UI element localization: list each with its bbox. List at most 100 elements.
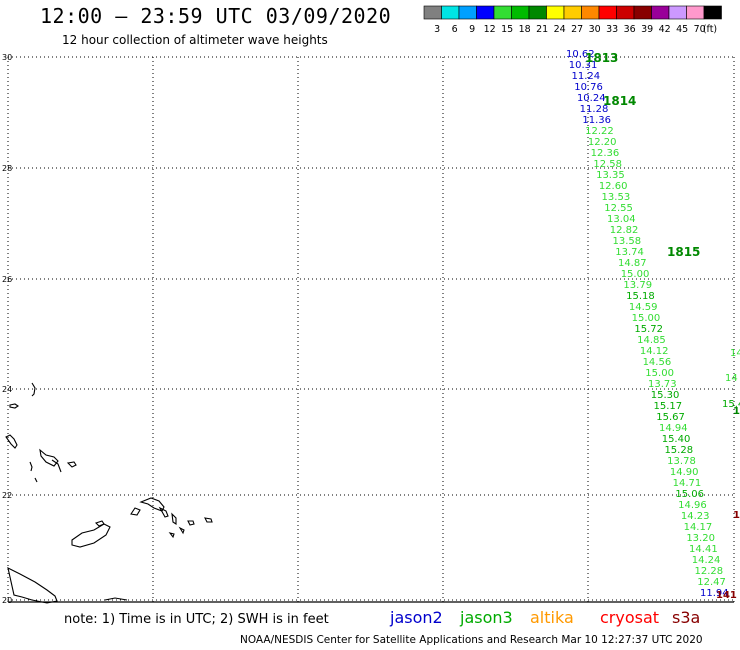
- coastline: [39, 448, 59, 467]
- wave-height-value: 15.4: [722, 399, 740, 410]
- coastline: [204, 517, 213, 523]
- wave-height-value: 15.67: [656, 412, 685, 423]
- wave-height-value: 14.87: [618, 258, 647, 269]
- legend-label: 27: [571, 24, 583, 35]
- wave-height-value: 12.28: [695, 566, 724, 577]
- lat-label: 24: [2, 385, 12, 394]
- legend-label: 24: [554, 24, 566, 35]
- lat-label: 28: [2, 164, 12, 173]
- legend-label: 15: [501, 24, 513, 35]
- legend-unit: (ft): [703, 24, 717, 35]
- legend-label: 36: [624, 24, 636, 35]
- coastline: [29, 461, 33, 472]
- wave-height-value: 11.24: [571, 71, 600, 82]
- wave-height-value: 14.59: [629, 302, 658, 313]
- wave-height-value: 10.31: [569, 60, 598, 71]
- map-title: 12:00 – 23:59 UTC 03/09/2020: [40, 4, 392, 28]
- coastline: [7, 566, 58, 604]
- wave-height-map: 30 28 26 24 22 20-75 -72 -69 -66 -63 -60 10.6210.31…: [1, 49, 740, 605]
- wave-height-value: 13.53: [602, 192, 631, 203]
- track-time-label: 1815: [667, 245, 700, 259]
- track-time-label: 1814: [603, 94, 636, 108]
- color-legend: 3 6 9 12 15 18 21 24 27 30 33 36 39 42 45 70(ft): [423, 5, 722, 35]
- wave-height-value: 11.36: [582, 115, 611, 126]
- coastline: [168, 532, 175, 539]
- coastline: [104, 597, 128, 601]
- legend-swatch: [703, 5, 722, 20]
- wave-height-value: 14.90: [670, 467, 699, 478]
- legend-label: 39: [641, 24, 653, 35]
- lon-label: -72: [146, 604, 159, 605]
- legend-label: 30: [589, 24, 601, 35]
- legend-label: 12: [484, 24, 496, 35]
- satellite-altika: altika: [530, 608, 574, 627]
- wave-height-value: 1: [733, 510, 740, 521]
- wave-height-value: 12.58: [593, 159, 622, 170]
- map-subtitle: 12 hour collection of altimeter wave hei…: [62, 33, 328, 47]
- wave-height-value: 14.24: [692, 555, 721, 566]
- lon-label: -66: [436, 604, 449, 605]
- legend-label: 42: [659, 24, 671, 35]
- credit-line: NOAA/NESDIS Center for Satellite Applica…: [240, 634, 703, 646]
- wave-height-value: 15.40: [662, 434, 691, 445]
- wave-height-value: 12.47: [697, 577, 726, 588]
- coastline: [187, 520, 195, 526]
- wave-height-value: 13.74: [615, 247, 644, 258]
- wave-height-value: 12.36: [591, 148, 620, 159]
- lat-label: 22: [2, 491, 12, 500]
- wave-height-value: 14: [730, 348, 740, 359]
- wave-height-value: 12.60: [599, 181, 628, 192]
- wave-height-value: 15.17: [654, 401, 683, 412]
- coastline: [130, 507, 141, 516]
- wave-height-value: 1: [733, 406, 740, 417]
- wave-height-value: 15.00: [621, 269, 650, 280]
- coastline: [9, 403, 19, 409]
- wave-height-value: 15.28: [664, 445, 693, 456]
- legend-label: 18: [519, 24, 531, 35]
- coastline: [5, 434, 18, 449]
- wave-height-value: 10.24: [577, 93, 606, 104]
- wave-height-value: 13.73: [648, 379, 677, 390]
- lon-label: -63: [581, 604, 594, 605]
- wave-height-value: 13.04: [607, 214, 636, 225]
- wave-height-value: 10.76: [574, 82, 603, 93]
- wave-height-value: 13.20: [686, 533, 715, 544]
- wave-height-value: 14.41: [689, 544, 718, 555]
- wave-height-value: 14: [725, 373, 738, 384]
- wave-height-value: 12.20: [588, 137, 617, 148]
- wave-height-value: 15.00: [645, 368, 674, 379]
- lon-label: -60: [727, 604, 740, 605]
- wave-height-value: 12.82: [610, 225, 639, 236]
- wave-height-value: 11.94: [700, 588, 729, 599]
- lat-label: 26: [2, 275, 12, 284]
- wave-height-value: 14.17: [684, 522, 713, 533]
- wave-height-value: 14.85: [637, 335, 666, 346]
- wave-height-value: 14.56: [643, 357, 672, 368]
- wave-height-value: 13.78: [667, 456, 696, 467]
- wave-height-value: 15.00: [632, 313, 661, 324]
- legend-label: 9: [469, 24, 475, 35]
- legend-label: 33: [606, 24, 618, 35]
- legend-label: 45: [676, 24, 688, 35]
- wave-height-value: 14.71: [673, 478, 702, 489]
- legend-label: 3: [434, 24, 440, 35]
- satellite-jason2: jason2: [390, 608, 443, 627]
- coastline: [158, 506, 169, 518]
- lon-label: -69: [291, 604, 304, 605]
- legend-label: 70: [694, 24, 706, 35]
- wave-height-value: 14.94: [659, 423, 688, 434]
- track-time-label: 1813: [585, 51, 618, 65]
- footer-note: note: 1) Time is in UTC; 2) SWH is in fe…: [64, 612, 329, 627]
- legend-label: 6: [452, 24, 458, 35]
- legend-label: 21: [536, 24, 548, 35]
- wave-height-value: 11.28: [580, 104, 609, 115]
- satellite-s3a: s3a: [672, 608, 701, 627]
- wave-height-value: 13.35: [596, 170, 625, 181]
- coastline: [66, 461, 77, 468]
- wave-height-value: 14.23: [681, 511, 710, 522]
- coastline: [178, 526, 185, 535]
- satellite-jason3: jason3: [460, 608, 513, 627]
- wave-height-value: 10.62: [566, 49, 595, 60]
- wave-height-value: 14.96: [678, 500, 707, 511]
- lon-label: -75: [1, 604, 14, 605]
